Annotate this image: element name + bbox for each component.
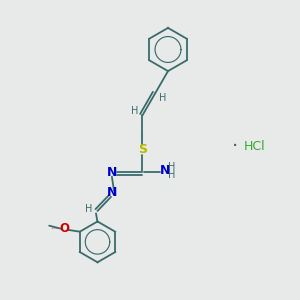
- Text: N: N: [107, 166, 117, 179]
- Text: O: O: [59, 222, 69, 235]
- Text: H: H: [159, 93, 167, 103]
- Text: H: H: [131, 106, 138, 116]
- Text: HCl: HCl: [244, 140, 266, 153]
- Text: ·: ·: [232, 137, 238, 156]
- Text: methoxy: methoxy: [52, 227, 58, 229]
- Text: N: N: [160, 164, 170, 177]
- Text: S: S: [138, 143, 147, 156]
- Text: H: H: [85, 204, 92, 214]
- Text: H: H: [168, 170, 175, 180]
- Text: N: N: [107, 187, 117, 200]
- Text: H: H: [168, 162, 175, 172]
